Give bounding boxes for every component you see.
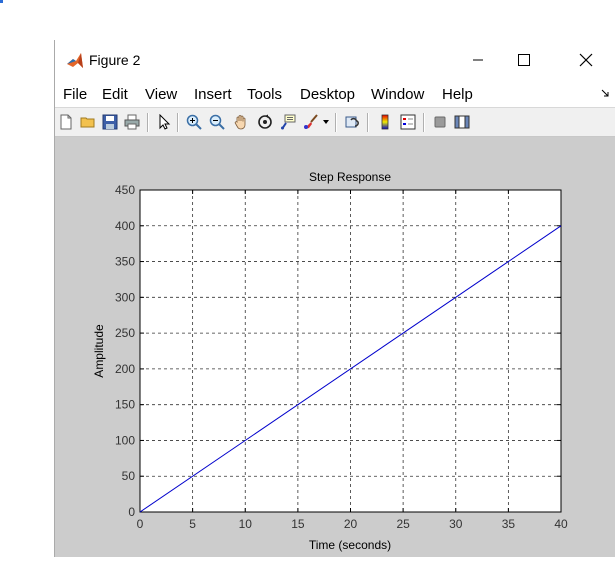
y-tick-label: 350 [115, 255, 135, 269]
axes-box[interactable] [139, 189, 562, 513]
show-plot-tools-icon[interactable] [454, 114, 470, 130]
x-tick-label: 0 [137, 517, 144, 531]
step-response-chart: 0 5 10 15 20 25 30 35 40050100150200250300350400… [92, 170, 568, 552]
figure-canvas: 0 5 10 15 20 25 30 35 40 0 50 100 150 200 250 300 350 400… [55, 137, 615, 557]
maximize-icon [518, 54, 530, 66]
maximize-button[interactable] [501, 45, 547, 75]
figure-toolbar [55, 107, 615, 137]
x-axis-label: Time (seconds) [309, 538, 391, 552]
brush-icon[interactable] [303, 114, 319, 130]
new-figure-icon[interactable] [58, 114, 74, 130]
legend-icon[interactable] [400, 114, 416, 130]
menu-view[interactable]: View [145, 86, 178, 103]
toolbar-separator [147, 113, 149, 132]
menu-bar: File Edit View Insert Tools Desktop Wind… [55, 83, 615, 107]
toolbar-separator [423, 113, 425, 132]
zoom-in-icon[interactable] [186, 114, 202, 130]
y-tick-label: 200 [115, 362, 135, 376]
minimize-icon [473, 59, 483, 61]
close-icon [579, 53, 593, 67]
y-tick-label: 0 [128, 505, 135, 519]
x-tick-label: 25 [396, 517, 410, 531]
menu-tools[interactable]: Tools [247, 86, 283, 103]
brush-dropdown-icon[interactable] [323, 120, 329, 124]
chart-title: Step Response [309, 170, 391, 184]
grid-lines [140, 190, 561, 512]
y-axis-label: Amplitude [92, 324, 106, 378]
x-tick-label: 15 [291, 517, 305, 531]
x-tick-label: 40 [554, 517, 568, 531]
window-title: Figure 2 [89, 52, 141, 68]
pan-hand-icon[interactable] [233, 114, 249, 130]
menu-window[interactable]: Window [371, 86, 425, 103]
x-tick-label: 5 [189, 517, 196, 531]
y-tick-label: 450 [115, 183, 135, 197]
x-tick-label: 10 [239, 517, 253, 531]
desktop-dot [0, 0, 3, 3]
select-arrow-icon[interactable] [156, 114, 172, 130]
colorbar-icon[interactable] [377, 114, 393, 130]
x-tick-label: 30 [449, 517, 463, 531]
y-tick-label: 250 [115, 326, 135, 340]
x-tick-label: 20 [344, 517, 358, 531]
rotate-3d-icon[interactable] [257, 114, 273, 130]
axis-ticks: 0 5 10 15 20 25 30 35 40050100150200250300350400… [115, 183, 568, 531]
toolbar-separator [367, 113, 369, 132]
print-icon[interactable] [124, 114, 140, 130]
matlab-logo-icon [67, 53, 83, 68]
response-line [139, 225, 562, 513]
menu-desktop[interactable]: Desktop [300, 86, 356, 103]
save-icon[interactable] [102, 114, 118, 130]
figure-window: Figure 2 File Edit View Insert Tools Des… [54, 40, 615, 557]
y-tick-label: 50 [122, 469, 136, 483]
title-bar[interactable]: Figure 2 [55, 40, 615, 81]
close-button[interactable] [563, 45, 609, 75]
data-cursor-icon[interactable] [280, 114, 296, 130]
hide-plot-tools-icon[interactable] [432, 114, 448, 130]
menu-edit[interactable]: Edit [102, 86, 128, 103]
menu-file[interactable]: File [63, 86, 88, 103]
zoom-out-icon[interactable] [209, 114, 225, 130]
y-tick-label: 150 [115, 398, 135, 412]
dock-arrow-icon[interactable] [601, 89, 610, 98]
menu-help[interactable]: Help [442, 86, 473, 103]
y-tick-label: 300 [115, 290, 135, 304]
toolbar-separator [335, 113, 337, 132]
menu-insert[interactable]: Insert [194, 86, 232, 103]
open-file-icon[interactable] [80, 114, 96, 130]
x-tick-label: 35 [502, 517, 516, 531]
toolbar-separator [177, 113, 179, 132]
y-tick-label: 400 [115, 219, 135, 233]
y-tick-label: 100 [115, 433, 135, 447]
minimize-button[interactable] [455, 45, 501, 75]
link-plot-icon[interactable] [345, 114, 361, 130]
